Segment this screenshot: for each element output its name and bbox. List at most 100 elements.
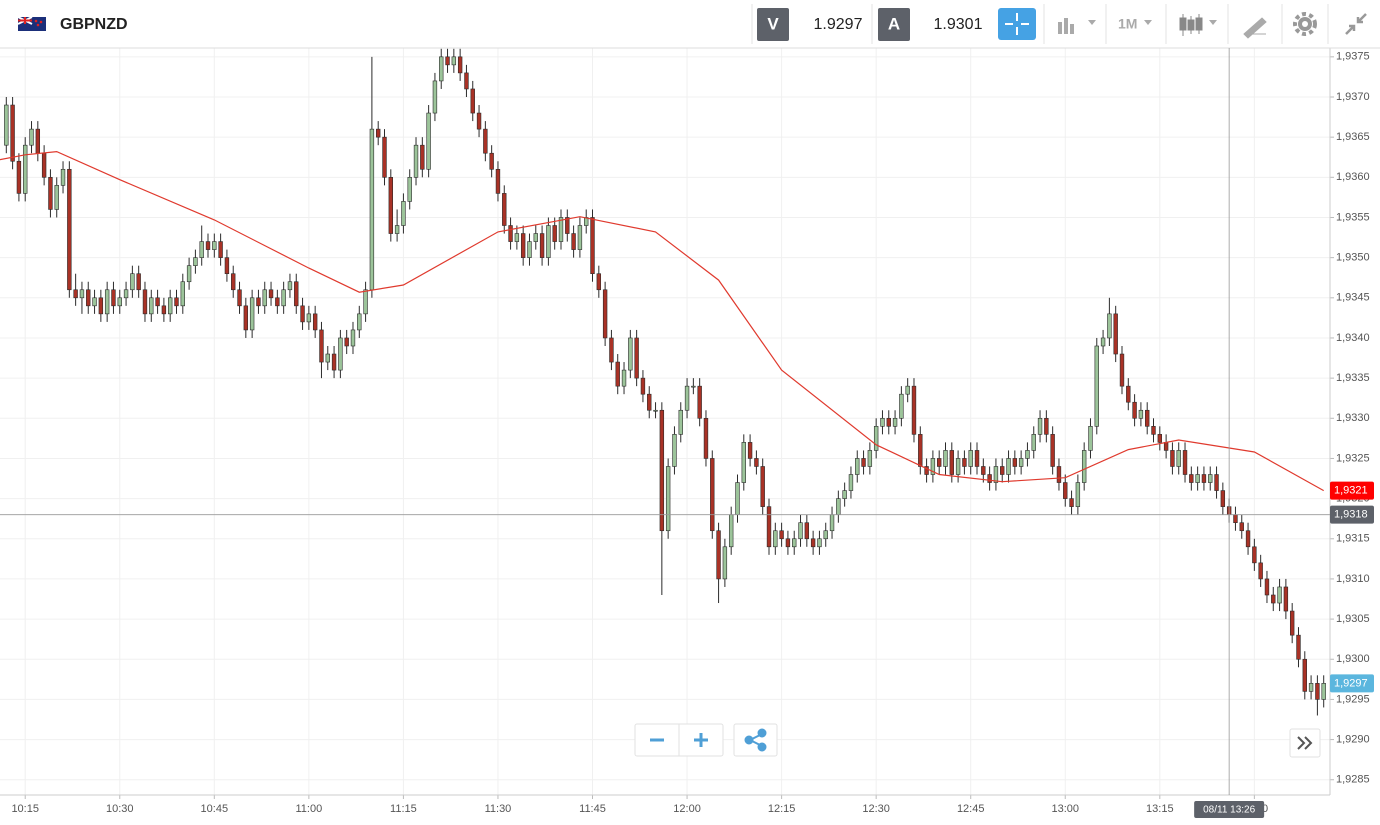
y-tick-label: 1,9330: [1336, 412, 1370, 424]
candle-body: [773, 530, 778, 548]
candle-body: [867, 450, 873, 467]
candle-body: [306, 313, 312, 323]
candle-body: [653, 409, 658, 412]
candle-body: [388, 177, 393, 234]
candle-body: [186, 265, 192, 283]
flag-icon: [17, 16, 46, 31]
candle-body: [319, 329, 324, 363]
crosshair-x-tag: [1194, 801, 1265, 818]
y-tick-label: 1,9335: [1336, 372, 1370, 384]
candle-body: [142, 289, 148, 315]
collapse-button[interactable]: [1345, 13, 1367, 35]
buy-button[interactable]: [878, 8, 910, 41]
candle-body: [848, 474, 854, 491]
crosshair-button[interactable]: [998, 8, 1036, 40]
timeframe[interactable]: 1M: [1118, 16, 1137, 32]
candle-body: [1056, 466, 1062, 483]
candle-body: [470, 88, 475, 114]
y-tick-label: 1,9315: [1336, 533, 1370, 545]
candle-body: [905, 385, 910, 395]
candle-body: [457, 56, 463, 74]
y-tick-label: 1,9340: [1336, 332, 1370, 344]
candle-body: [546, 225, 551, 258]
candle-body: [476, 112, 482, 130]
candle-body: [489, 152, 494, 170]
candle-body: [565, 217, 570, 234]
sell-button[interactable]: [757, 8, 789, 41]
candle-body: [634, 337, 639, 379]
candle-body: [73, 289, 78, 299]
settings-button[interactable]: [1293, 12, 1317, 36]
candle-body: [1119, 353, 1125, 387]
candle-body: [212, 241, 217, 250]
candle-body: [193, 257, 198, 266]
candle-body: [817, 538, 822, 548]
buy-label[interactable]: A: [888, 14, 900, 33]
candle-body: [16, 160, 22, 194]
candle-body: [4, 104, 9, 146]
y-tick-label: 1,9285: [1336, 774, 1370, 786]
candle-body: [432, 80, 438, 114]
x-tick-label: 11:30: [485, 803, 512, 815]
candle-body: [41, 152, 47, 178]
share-icon: [744, 728, 767, 752]
candle-body: [1050, 434, 1055, 467]
x-tick-label: 12:30: [862, 803, 890, 815]
candle-body: [401, 201, 406, 226]
candle-body: [577, 225, 583, 250]
candle-body: [861, 458, 866, 467]
x-tick-label: 12:00: [673, 803, 701, 815]
candle-body: [804, 522, 810, 540]
zoom-in[interactable]: [694, 733, 708, 747]
x-tick-label: 13:00: [1051, 803, 1079, 815]
chart-type-button[interactable]: [1179, 14, 1217, 36]
zoom-controls: [634, 723, 1321, 758]
price-tag-label: 1,9297: [1334, 677, 1368, 689]
candle-body: [262, 289, 267, 307]
candle-body: [1277, 586, 1282, 604]
indicators-button[interactable]: [1058, 18, 1096, 34]
candle-body: [691, 385, 696, 388]
candle-body: [117, 297, 122, 307]
draw-tool-button[interactable]: [1243, 17, 1267, 39]
candle-body: [23, 144, 28, 194]
candle-body: [199, 241, 204, 258]
y-tick-label: 1,9325: [1336, 452, 1370, 464]
candle-body: [60, 168, 66, 186]
sell-label[interactable]: V: [767, 14, 779, 33]
candle-body: [678, 409, 683, 435]
candle-body: [1208, 474, 1213, 483]
candle-body: [287, 281, 293, 291]
candle-body: [596, 273, 602, 291]
candle-body: [899, 393, 904, 419]
y-tick-label: 1,9370: [1336, 91, 1370, 103]
candle-body: [79, 289, 85, 299]
candle-body: [10, 104, 15, 162]
candle-body: [1151, 426, 1156, 435]
candle-body: [1252, 546, 1257, 564]
candle-body: [98, 297, 104, 315]
candle-body: [1170, 450, 1175, 467]
candle-body: [243, 305, 249, 331]
candle-body: [1100, 337, 1106, 347]
candle-body: [92, 297, 97, 307]
candle-body: [981, 466, 986, 475]
crosshair-y-tag: [1330, 505, 1374, 524]
candle-body: [710, 458, 715, 532]
candle-body: [823, 530, 828, 540]
candle-body: [174, 297, 179, 307]
candle-body: [1006, 458, 1011, 475]
candle-body: [1025, 450, 1030, 459]
share-button[interactable]: [733, 723, 778, 757]
candle-body: [218, 241, 223, 258]
candle-body: [1321, 683, 1326, 700]
candle-body: [1289, 610, 1295, 636]
candle-body: [672, 434, 677, 467]
y-tick-label: 1,9365: [1336, 131, 1370, 143]
candle-body: [1182, 450, 1188, 475]
candle-body: [665, 466, 671, 532]
candle-body: [111, 289, 116, 307]
y-tick-label: 1,9300: [1336, 653, 1370, 665]
candle-body: [420, 144, 425, 170]
